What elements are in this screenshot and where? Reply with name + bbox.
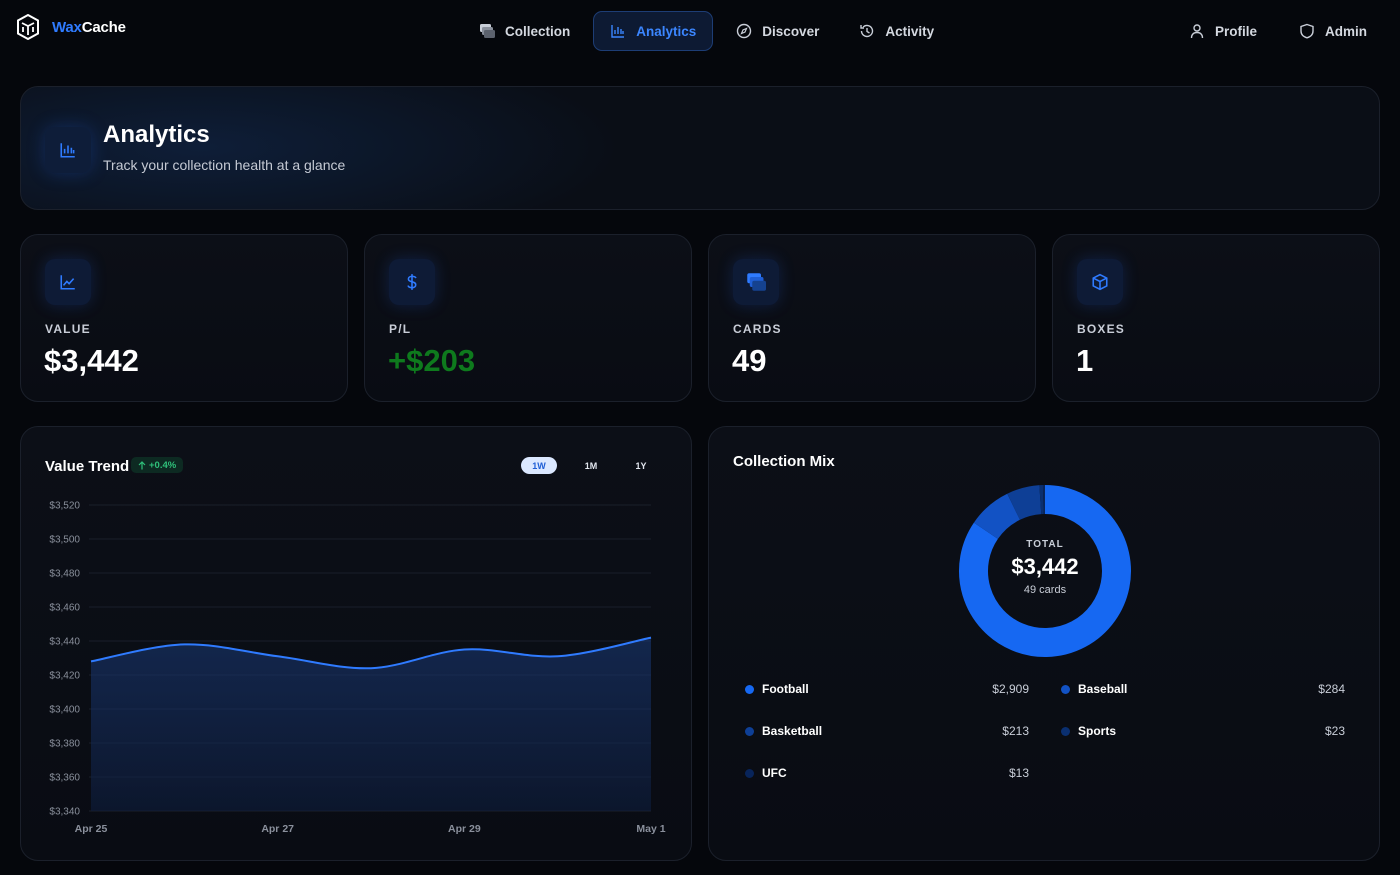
change-badge: +0.4% — [131, 457, 184, 473]
nav-label: Analytics — [636, 23, 697, 39]
dollar-icon — [389, 259, 435, 305]
legend-dot — [745, 726, 754, 736]
x-tick-label: Apr 27 — [261, 823, 294, 835]
arrow-up-icon — [138, 460, 146, 469]
legend-dot — [1061, 726, 1070, 736]
donut-slice-football[interactable] — [959, 485, 1131, 657]
x-tick-label: Apr 29 — [448, 823, 481, 835]
range-1y-button[interactable]: 1Y — [635, 460, 647, 471]
cards-icon — [733, 259, 779, 305]
y-tick-label: $3,460 — [49, 603, 80, 614]
collection-donut-chart — [959, 484, 1131, 657]
nav-label: Collection — [505, 23, 571, 39]
nav-activity[interactable]: Activity — [842, 11, 951, 51]
logo-icon — [17, 14, 39, 40]
y-tick-label: $3,340 — [49, 807, 80, 818]
panel-title: Collection Mix — [733, 453, 835, 470]
x-tick-label: May 1 — [636, 823, 665, 835]
donut-slice-baseball[interactable] — [973, 493, 1021, 540]
nav-analytics[interactable]: Analytics — [593, 11, 714, 51]
shield-icon — [1300, 23, 1314, 39]
y-tick-label: $3,500 — [49, 535, 80, 546]
value-trend-panel: $3,340 $3,360 $3,380 $3,400 $3,420 $3,440 $3,4… — [20, 426, 692, 861]
y-tick-label: $3,400 — [49, 705, 80, 716]
trend-chart-icon — [45, 259, 91, 305]
trend-area — [91, 637, 651, 811]
y-tick-label: $3,380 — [49, 739, 80, 750]
user-icon — [1190, 24, 1204, 39]
nav-admin[interactable]: Admin — [1282, 11, 1384, 51]
history-icon — [860, 24, 874, 38]
brand[interactable]: WaxCache — [16, 14, 126, 40]
nav-label: Activity — [885, 23, 935, 39]
y-tick-label: $3,440 — [49, 637, 80, 648]
nav-collection[interactable]: Collection — [462, 11, 587, 51]
main-nav: Collection Analytics Discover Activity — [462, 11, 951, 51]
compass-icon — [737, 23, 752, 39]
stat-value: 1 — [1076, 343, 1094, 378]
cards-icon — [480, 24, 495, 38]
nav-label: Discover — [762, 23, 820, 39]
y-tick-label: $3,360 — [49, 773, 80, 784]
nav-label: Admin — [1325, 23, 1367, 39]
top-nav: WaxCache Collection Analytics Discover — [0, 0, 1400, 62]
range-1m-button[interactable]: 1M — [584, 460, 598, 471]
legend-item-baseball[interactable]: Baseball $284 — [1061, 679, 1345, 699]
trend-line — [90, 636, 652, 670]
page-title: Analytics — [103, 121, 210, 148]
page-subtitle: Track your collection health at a glance — [103, 157, 346, 173]
nav-label: Profile — [1214, 23, 1257, 39]
value-trend-chart: $3,340 $3,360 $3,380 $3,400 $3,420 $3,440 $3,4… — [49, 501, 665, 836]
donut-sub: 49 cards — [1023, 584, 1067, 596]
box-icon — [1077, 259, 1123, 305]
page-header: Analytics Track your collection health a… — [20, 86, 1380, 210]
stat-card-cards: CARDS 49 — [708, 234, 1036, 402]
stat-label: BOXES — [1077, 322, 1126, 336]
bar-chart-icon — [611, 25, 625, 38]
legend-item-football[interactable]: Football $2,909 — [745, 679, 1029, 699]
legend-item-sports[interactable]: Sports $23 — [1061, 721, 1345, 741]
stat-value: $3,442 — [44, 343, 139, 378]
brand-name: WaxCache — [52, 18, 126, 36]
stat-label: P/L — [389, 322, 412, 336]
donut-total: $3,442 — [1011, 554, 1079, 579]
legend-item-ufc[interactable]: UFC $13 — [745, 763, 1029, 783]
analytics-icon — [45, 127, 91, 173]
y-tick-label: $3,420 — [49, 671, 80, 682]
stat-label: VALUE — [45, 322, 91, 336]
stat-label: CARDS — [733, 322, 782, 336]
legend-dot — [745, 768, 754, 778]
range-1w-button[interactable]: 1W — [521, 457, 557, 474]
legend-dot — [745, 684, 754, 694]
stat-card-pl: P/L +$203 — [364, 234, 692, 402]
stat-card-boxes: BOXES 1 — [1052, 234, 1380, 402]
nav-profile[interactable]: Profile — [1172, 11, 1274, 51]
y-tick-label: $3,480 — [49, 569, 80, 580]
stat-card-value: VALUE $3,442 — [20, 234, 348, 402]
donut-slice-basketball[interactable] — [1007, 485, 1042, 521]
donut-label: TOTAL — [1026, 539, 1064, 550]
x-tick-label: Apr 25 — [75, 823, 108, 835]
y-tick-label: $3,520 — [49, 501, 80, 512]
legend-dot — [1061, 684, 1070, 694]
stat-value: +$203 — [388, 343, 476, 378]
legend-item-basketball[interactable]: Basketball $213 — [745, 721, 1029, 741]
panel-title: Value Trend — [45, 458, 130, 475]
donut-center: TOTAL $3,442 49 cards — [985, 539, 1105, 596]
account-nav: Profile Admin — [1172, 11, 1384, 51]
collection-mix-panel: Collection Mix TOTAL $3,442 49 cards Foo… — [708, 426, 1380, 861]
stat-value: 49 — [732, 343, 767, 378]
nav-discover[interactable]: Discover — [719, 11, 836, 51]
